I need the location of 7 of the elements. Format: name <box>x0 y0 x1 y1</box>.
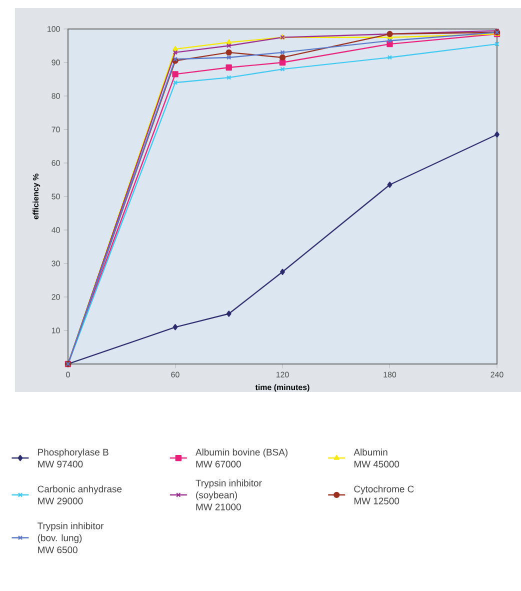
legend-label: Trypsin inhibitor (bov. lung) MW 6500 <box>38 522 104 554</box>
legend-label: Phosphorylase B MW 97400 <box>38 448 108 468</box>
legend-label: Carbonic anhydrase MW 29000 <box>38 485 122 504</box>
legend-label: Albumin bovine (BSA) MW 67000 <box>196 448 288 468</box>
legend-label: Albumin MW 45000 <box>354 448 400 468</box>
legend-label: Cytochrome C MW 12500 <box>354 485 414 504</box>
legend-label: Trypsin inhibitor (soybean) MW 21000 <box>196 479 262 510</box>
